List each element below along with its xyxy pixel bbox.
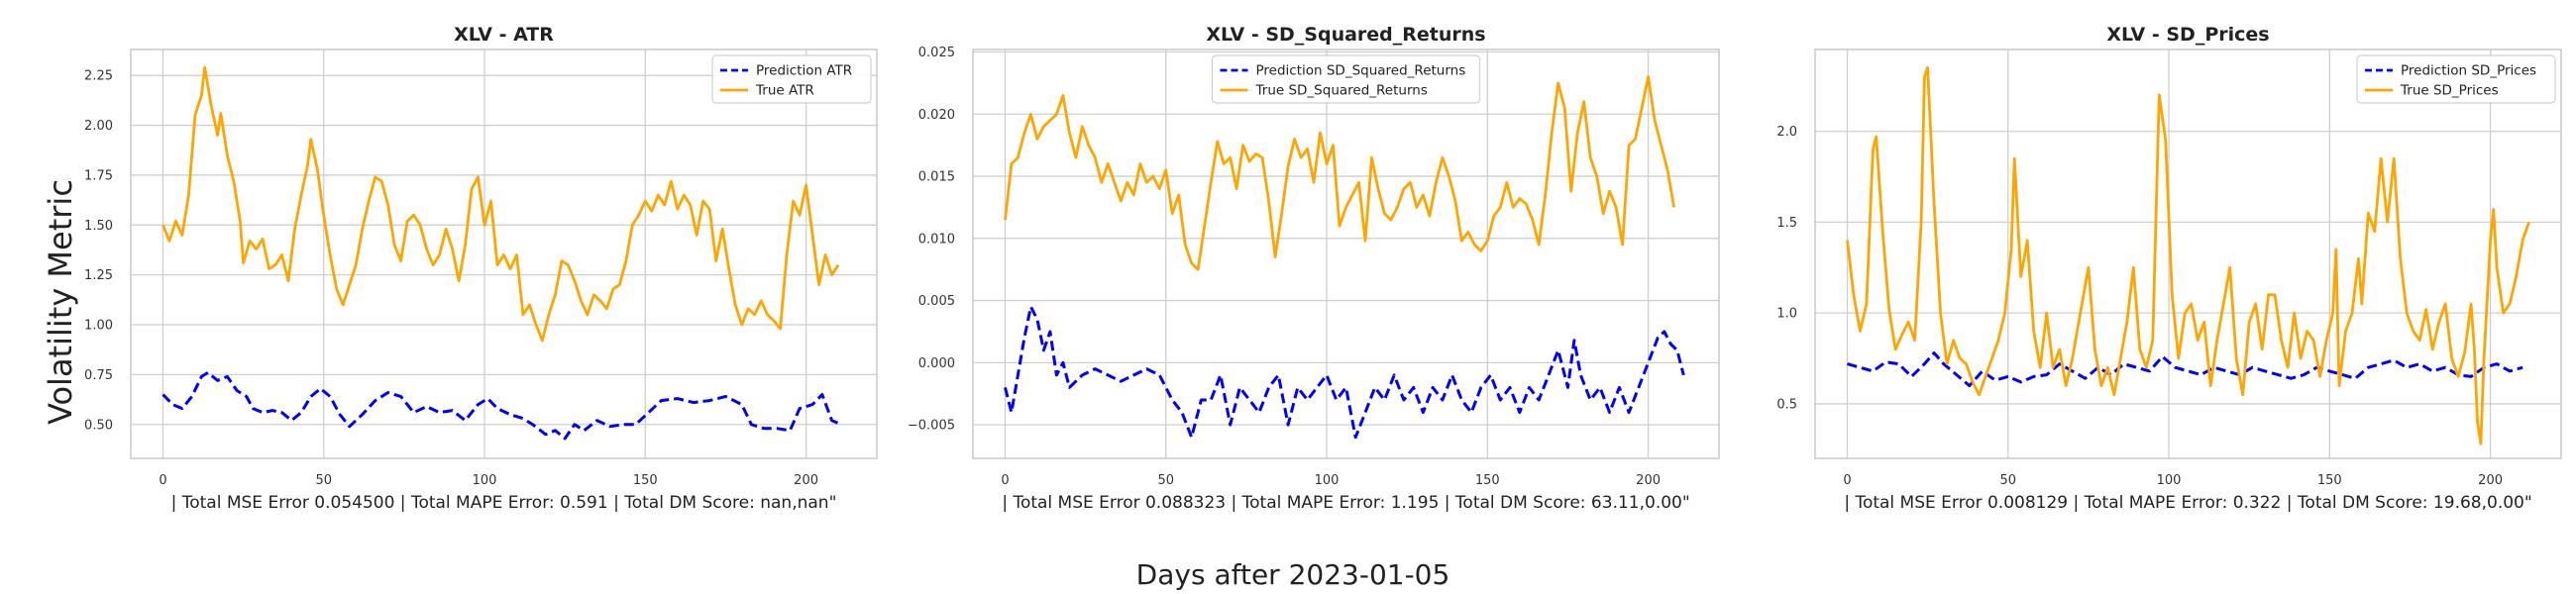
- chart0-ytick-label: 1.00: [84, 319, 113, 334]
- chart1-legend: Prediction SD_Squared_Returns True SD_Squ…: [1211, 54, 1481, 104]
- chart0-ytick-label: 1.75: [84, 168, 113, 183]
- chart1-xtick-label: 150: [1475, 473, 1500, 488]
- chart2-ytick-label: 1.0: [1776, 307, 1797, 322]
- chart2-title: XLV - SD_Prices: [2106, 24, 2269, 46]
- chart1-plot-area: [973, 50, 1719, 458]
- chart0-series-prediction-line: [161, 370, 842, 441]
- chart2-ytick-label: 1.5: [1776, 216, 1797, 231]
- chart1-ytick-label: 0.015: [918, 170, 955, 185]
- figure-ylabel: Volatility Metric: [42, 179, 79, 425]
- chart0-xtick-label: 200: [794, 473, 818, 488]
- chart0-xtick-label: 150: [633, 473, 658, 488]
- chart2-xtick-label: 0: [1843, 473, 1851, 488]
- chart1-legend-box: [1211, 54, 1481, 104]
- chart2-legend-label: True SD_Prices: [2400, 83, 2499, 99]
- chart1-legend-label: Prediction SD_Squared_Returns: [1256, 63, 1466, 79]
- chart2-series-prediction-line: [1847, 351, 2523, 388]
- chart1-frame: [972, 49, 1720, 459]
- chart2-plot-area: [1815, 50, 2561, 458]
- chart2-xtick-label: 150: [2317, 473, 2342, 488]
- chart1-xtick-label: 100: [1315, 473, 1340, 488]
- chart1-ytick-label: 0.010: [918, 232, 955, 247]
- chart1-series-true-line: [1004, 75, 1675, 271]
- chart0-xtick-label: 0: [159, 473, 166, 488]
- chart1-xtick-label: 50: [1157, 473, 1174, 488]
- chart0-legend-label: True ATR: [755, 83, 814, 99]
- chart0-legend-label: Prediction ATR: [756, 63, 852, 79]
- chart0-title: XLV - ATR: [454, 24, 554, 46]
- chart2-ytick-label: 2.0: [1776, 125, 1797, 140]
- figure-suptitle: Days after 2023-01-05: [1136, 558, 1450, 591]
- chart1-title: XLV - SD_Squared_Returns: [1206, 24, 1485, 46]
- chart1-series-prediction-line: [1004, 305, 1685, 440]
- chart2-frame: [1814, 49, 2562, 459]
- chart0-frame: [130, 49, 878, 459]
- chart0-ytick-label: 2.25: [84, 69, 113, 84]
- chart1-ytick-label: 0.000: [918, 356, 955, 371]
- chart1-ytick-label: 0.020: [918, 108, 955, 123]
- chart0-xtick-label: 100: [473, 473, 497, 488]
- chart1-ytick-label: 0.025: [918, 46, 955, 60]
- chart2-panel: 0 50 100 150 200 0.5 1.0 1.5 2.0 XLV - SD_Prices |…: [1776, 24, 2562, 513]
- chart2-ytick-label: 0.5: [1776, 397, 1797, 412]
- chart0-legend: Prediction ATR True ATR: [711, 54, 872, 104]
- chart1-xtick-label: 200: [1636, 473, 1661, 488]
- chart1-legend-label: True SD_Squared_Returns: [1255, 83, 1428, 99]
- chart1-ytick-label: −0.005: [908, 419, 955, 434]
- chart0-xtick-label: 50: [315, 473, 332, 488]
- chart1-xlabel: | Total MSE Error 0.088323 | Total MAPE …: [1002, 493, 1689, 513]
- chart1-xtick-label: 0: [1001, 473, 1009, 488]
- chart2-xtick-label: 200: [2478, 473, 2503, 488]
- chart0-ytick-label: 0.75: [84, 368, 113, 383]
- chart0-ytick-label: 2.00: [84, 119, 113, 134]
- chart2-xtick-label: 50: [1999, 473, 2016, 488]
- chart0-ytick-label: 1.50: [84, 219, 113, 234]
- chart0-ytick-label: 0.50: [84, 418, 113, 433]
- chart2-legend-box: [2356, 54, 2556, 104]
- chart0-panel: 0 50 100 150 200 0.50 0.75 1.00 1.25 1.50 1.75 2.00…: [84, 24, 878, 513]
- chart2-legend: Prediction SD_Prices True SD_Prices: [2356, 54, 2556, 104]
- chart1-ytick-label: 0.005: [918, 294, 955, 309]
- chart2-xlabel: | Total MSE Error 0.008129 | Total MAPE …: [1844, 493, 2531, 513]
- chart0-series-true-line: [161, 65, 840, 343]
- chart2-legend-label: Prediction SD_Prices: [2401, 63, 2536, 79]
- chart1-panel: 0 50 100 150 200 −0.005 0.000 0.005 0.010 0.015 0.…: [908, 24, 1720, 513]
- chart2-xtick-label: 100: [2157, 473, 2182, 488]
- chart2-series-true-line: [1846, 66, 2530, 446]
- chart0-legend-box: [711, 54, 872, 104]
- chart0-ytick-label: 1.25: [84, 268, 113, 283]
- chart0-xlabel: | Total MSE Error 0.054500 | Total MAPE …: [171, 493, 837, 513]
